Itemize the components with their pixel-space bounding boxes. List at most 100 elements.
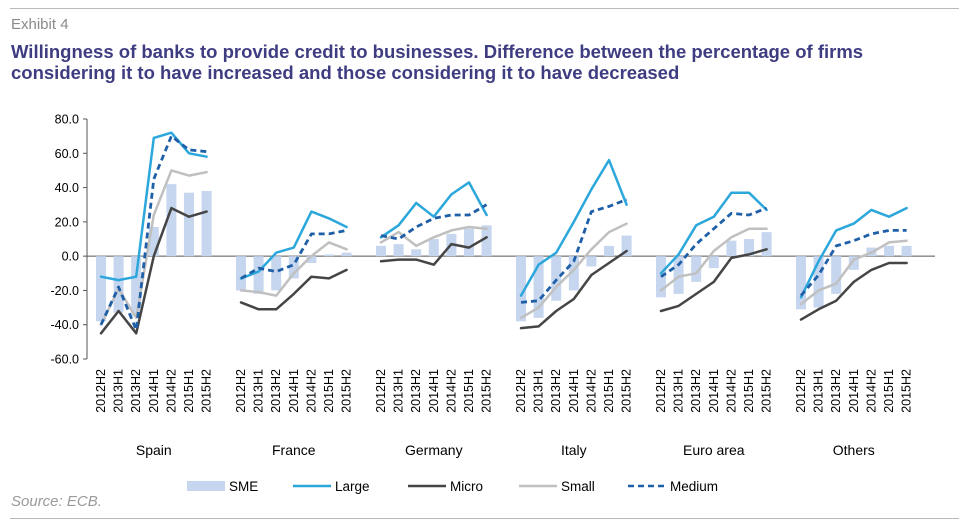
x-tick-label: 2013H2	[409, 369, 423, 413]
y-tick-label: 40.0	[55, 181, 79, 195]
x-tick-label: 2014H1	[427, 369, 441, 413]
x-tick-label: 2015H1	[742, 369, 756, 413]
category-label: Italy	[561, 442, 587, 458]
x-tick-label: 2014H1	[147, 369, 161, 413]
y-tick-label: -20.0	[51, 284, 80, 298]
x-tick-label: 2015H2	[620, 369, 634, 413]
legend-swatch-sme	[187, 481, 225, 491]
line-small	[379, 225, 488, 248]
x-tick-label: 2013H1	[532, 369, 546, 413]
x-tick-label: 2013H1	[672, 369, 686, 413]
x-tick-label: 2012H2	[514, 369, 528, 413]
x-tick-label: 2015H1	[882, 369, 896, 413]
bar-sme	[656, 256, 666, 298]
bar-sme	[481, 225, 492, 257]
bar-sme	[516, 256, 526, 322]
bar-sme	[813, 256, 824, 308]
x-tick-label: 2013H2	[549, 369, 563, 413]
bar-sme	[131, 256, 142, 317]
bar-sme	[148, 227, 159, 257]
line-large	[239, 210, 348, 280]
x-tick-label: 2012H2	[374, 369, 388, 413]
x-tick-label: 2014H2	[724, 369, 738, 413]
bar-sme	[428, 239, 439, 257]
legend-label-small: Small	[561, 479, 595, 494]
bar-sme	[568, 256, 579, 291]
bar-sme	[691, 256, 702, 282]
top-rule	[10, 8, 959, 9]
bottom-rule	[10, 518, 959, 519]
category-label: Euro area	[683, 442, 745, 458]
category-label: Germany	[405, 442, 463, 458]
line-large	[659, 191, 768, 275]
line-micro	[519, 249, 628, 330]
line-medium	[660, 206, 768, 278]
category-label: France	[272, 442, 316, 458]
bar-sme	[411, 249, 422, 257]
category-label: Others	[833, 442, 875, 458]
legend-label-large: Large	[335, 479, 370, 494]
x-tick-label: 2015H1	[602, 369, 616, 413]
x-tick-label: 2012H2	[234, 369, 248, 413]
y-tick-label: -60.0	[51, 353, 80, 367]
bar-sme	[253, 256, 264, 294]
x-tick-label: 2013H2	[689, 369, 703, 413]
bar-sme	[604, 245, 614, 257]
exhibit-label: Exhibit 4	[11, 16, 69, 33]
x-tick-label: 2015H2	[760, 369, 774, 413]
x-tick-label: 2013H2	[829, 369, 843, 413]
x-tick-label: 2013H1	[392, 369, 406, 413]
bar-sme	[341, 252, 352, 257]
bar-sme	[744, 239, 754, 257]
bar-sme	[236, 256, 246, 291]
bar-sme	[901, 245, 912, 257]
bar-sme	[288, 256, 299, 279]
bar-sme	[796, 256, 806, 310]
bar-sme	[184, 192, 194, 257]
x-tick-label: 2014H1	[707, 369, 721, 413]
x-tick-label: 2013H2	[269, 369, 283, 413]
x-tick-label: 2015H2	[340, 369, 354, 413]
line-small	[519, 222, 628, 320]
line-large	[379, 181, 488, 239]
x-tick-label: 2014H2	[444, 369, 458, 413]
y-tick-label: 0.0	[62, 250, 79, 264]
x-tick-label: 2014H2	[304, 369, 318, 413]
bar-sme	[113, 256, 124, 313]
x-tick-label: 2014H2	[584, 369, 598, 413]
bar-sme	[201, 191, 212, 257]
bar-sme	[708, 256, 719, 269]
line-medium	[240, 229, 347, 280]
y-tick-label: 60.0	[55, 147, 79, 161]
y-tick-label: 80.0	[55, 113, 79, 127]
line-micro	[799, 261, 908, 321]
x-tick-label: 2014H1	[847, 369, 861, 413]
bar-sme	[393, 244, 404, 257]
x-tick-label: 2014H1	[287, 369, 301, 413]
category-label: Spain	[136, 442, 172, 458]
legend-label-micro: Micro	[450, 479, 483, 494]
x-tick-label: 2015H1	[462, 369, 476, 413]
bar-sme	[726, 240, 737, 257]
line-large	[799, 206, 908, 299]
line-small	[799, 239, 908, 306]
line-medium	[99, 134, 207, 332]
line-small	[239, 241, 348, 297]
line-large	[519, 158, 628, 297]
line-small	[659, 227, 768, 292]
bar-sme	[533, 256, 544, 318]
bar-sme	[673, 256, 684, 294]
x-tick-label: 2015H1	[322, 369, 336, 413]
source-note: Source: ECB.	[11, 493, 102, 510]
legend-label-medium: Medium	[670, 479, 718, 494]
bar-sme	[761, 232, 772, 257]
x-tick-label: 2015H2	[480, 369, 494, 413]
line-micro	[379, 236, 488, 266]
x-tick-label: 2014H2	[864, 369, 878, 413]
bar-sme	[324, 254, 334, 257]
bar-sme	[464, 228, 474, 257]
y-tick-label: -40.0	[51, 318, 80, 332]
x-tick-label: 2012H2	[794, 369, 808, 413]
bar-sme	[848, 256, 859, 270]
